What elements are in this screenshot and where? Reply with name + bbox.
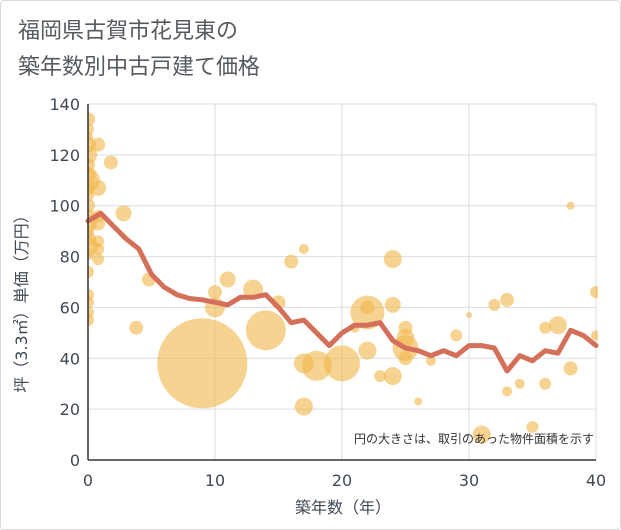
trend-line-layer: [85, 210, 599, 374]
bubble-point: [360, 300, 375, 315]
bubble-point: [129, 320, 144, 335]
y-tick-label: 120: [49, 146, 80, 165]
bubble-point: [301, 350, 332, 381]
bubble-point: [384, 296, 401, 313]
bubble-point: [219, 271, 236, 288]
y-tick-label: 0: [70, 451, 80, 470]
chart-title: 福岡県古賀市花見東の 築年数別中古戸建て価格: [18, 14, 260, 86]
bubble-point: [398, 351, 413, 366]
bubble-point: [374, 370, 387, 383]
grid-lines: [88, 103, 597, 460]
bubble-point: [472, 425, 491, 444]
bubble-point: [91, 216, 106, 231]
x-axis-label: 築年数（年）: [295, 498, 391, 517]
x-tick-label: 0: [83, 471, 93, 490]
trend-line: [85, 210, 599, 374]
bubble-point: [208, 285, 222, 300]
bubble-point: [90, 179, 107, 196]
bubble-point: [539, 321, 552, 334]
bubble-point: [115, 205, 132, 222]
bubble-point: [88, 265, 94, 278]
bubble-point: [563, 361, 578, 376]
bubble-point: [590, 286, 598, 299]
bubble-point: [591, 330, 598, 341]
x-tick-label: 10: [205, 471, 225, 490]
y-tick-label: 20: [60, 400, 80, 419]
x-tick-label: 20: [332, 471, 352, 490]
x-tick-label: 40: [586, 471, 606, 490]
bubble-point: [425, 355, 436, 366]
y-tick-label: 80: [60, 248, 80, 267]
bubble-point: [88, 314, 94, 327]
bubble-point: [488, 298, 501, 311]
chart-title-line2: 築年数別中古戸建て価格: [18, 55, 261, 80]
y-tick-label: 100: [49, 197, 80, 216]
bubble-point: [502, 386, 513, 397]
bubble-point: [514, 378, 525, 389]
bubble-point: [88, 248, 94, 261]
bubble-point: [414, 397, 423, 406]
bubble-group: [88, 112, 598, 444]
y-tick-label: 140: [49, 95, 80, 114]
bubble-point: [526, 420, 539, 433]
y-tick-label: 60: [60, 298, 80, 317]
bubble-point: [566, 201, 575, 210]
bubble-point: [88, 112, 95, 127]
bubble-point: [92, 253, 105, 266]
x-tick-label: 30: [459, 471, 479, 490]
bubble-point: [92, 242, 105, 255]
y-tick-label: 40: [60, 349, 80, 368]
bubble-point: [157, 318, 248, 409]
bubble-point: [284, 254, 299, 269]
bubble-point: [383, 250, 402, 269]
bubble-point: [103, 155, 118, 170]
bubble-point: [548, 316, 567, 335]
bubble-point: [324, 345, 360, 382]
bubble-point: [91, 137, 106, 152]
axes-layer: [87, 104, 596, 461]
tick-labels: 0 20 40 60 80 100 120 140 0 10 20 30 40: [49, 95, 606, 490]
bubble-point: [245, 310, 286, 351]
bubble-point: [294, 397, 313, 416]
bubble-point: [450, 329, 463, 342]
chart-title-line1: 福岡県古賀市花見東の: [18, 19, 239, 44]
bubble-size-note: 円の大きさは、取引のあった物件面積を示す: [354, 431, 594, 446]
y-axis-label: 坪（3.3㎡）単価（万円）: [12, 207, 31, 392]
bubble-point: [383, 367, 402, 386]
bubbles-layer: [88, 112, 598, 444]
bubble-point: [500, 292, 515, 307]
bubble-point: [88, 296, 94, 309]
bubble-point: [539, 377, 552, 390]
bubble-point: [466, 312, 472, 319]
bubble-point: [358, 341, 377, 360]
bubble-point: [298, 243, 309, 254]
